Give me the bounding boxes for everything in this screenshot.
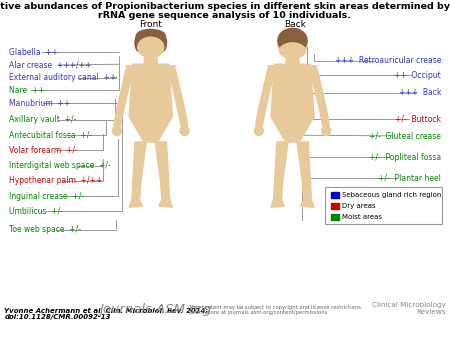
Text: +++  Retroauricular crease: +++ Retroauricular crease (335, 56, 441, 65)
Text: +++  Back: +++ Back (399, 89, 441, 97)
Polygon shape (132, 142, 148, 200)
Text: External auditory canal  ++: External auditory canal ++ (9, 73, 116, 82)
Text: +/-  Popliteal fossa: +/- Popliteal fossa (369, 153, 441, 162)
Text: Axillary vault  +/-: Axillary vault +/- (9, 116, 77, 124)
Polygon shape (271, 64, 314, 142)
Bar (331, 214, 339, 220)
Text: rRNA gene sequence analysis of 10 individuals.: rRNA gene sequence analysis of 10 indivi… (99, 11, 351, 20)
Ellipse shape (136, 29, 166, 43)
Polygon shape (295, 142, 311, 200)
Text: Sebaceous gland rich region: Sebaceous gland rich region (342, 192, 441, 198)
Text: Nare  ++: Nare ++ (9, 86, 45, 95)
Ellipse shape (180, 126, 189, 136)
Ellipse shape (138, 37, 164, 57)
Text: Toe web space  +/-: Toe web space +/- (9, 225, 81, 234)
Text: Interdigital web space  +/-: Interdigital web space +/- (9, 161, 111, 170)
Text: Hypothenar palm  +/++: Hypothenar palm +/++ (9, 176, 103, 185)
Ellipse shape (278, 32, 307, 57)
Text: Relative abundances of Propionibacterium species in different skin areas determi: Relative abundances of Propionibacterium… (0, 2, 450, 11)
Ellipse shape (278, 28, 307, 53)
Polygon shape (301, 199, 314, 207)
Polygon shape (271, 199, 284, 207)
Text: Clinical Microbiology
Reviews: Clinical Microbiology Reviews (372, 303, 446, 315)
Polygon shape (256, 68, 274, 127)
Ellipse shape (112, 126, 122, 136)
Polygon shape (114, 68, 133, 127)
Ellipse shape (322, 126, 331, 136)
Polygon shape (310, 68, 329, 127)
Text: Volar forearm  +/-: Volar forearm +/- (9, 146, 78, 154)
Polygon shape (169, 68, 188, 127)
Polygon shape (159, 199, 172, 207)
Polygon shape (153, 142, 170, 200)
Ellipse shape (136, 32, 165, 57)
Text: +/-  Gluteal crease: +/- Gluteal crease (369, 131, 441, 140)
Text: Manubrium  ++: Manubrium ++ (9, 99, 70, 107)
Text: Antecubital fossa  +/-: Antecubital fossa +/- (9, 131, 92, 140)
Polygon shape (129, 199, 143, 207)
Polygon shape (268, 66, 317, 78)
Text: Inguinal crease  +/-: Inguinal crease +/- (9, 192, 84, 200)
Text: Dry areas: Dry areas (342, 203, 376, 209)
Text: +/-  Plantar heel: +/- Plantar heel (378, 174, 441, 183)
Text: Front: Front (140, 20, 162, 29)
Text: doi:10.1128/CMR.00092-13: doi:10.1128/CMR.00092-13 (4, 314, 111, 320)
Text: Glabella  ++: Glabella ++ (9, 48, 58, 57)
Ellipse shape (279, 43, 306, 58)
Ellipse shape (158, 34, 166, 51)
Text: Alar crease  +++/++: Alar crease +++/++ (9, 61, 91, 69)
Text: This content may be subject to copyright and license restrictions.
Learn more at: This content may be subject to copyright… (189, 305, 363, 315)
Polygon shape (144, 56, 158, 64)
Text: Umbilicus  +/-: Umbilicus +/- (9, 207, 63, 216)
Polygon shape (274, 142, 290, 200)
Ellipse shape (254, 126, 263, 136)
Polygon shape (129, 64, 172, 142)
Bar (331, 192, 339, 198)
Text: ++  Occiput: ++ Occiput (394, 71, 441, 79)
Text: Back: Back (284, 20, 306, 29)
Text: Moist areas: Moist areas (342, 214, 382, 220)
Text: Yvonne Achermann et al. Clin. Microbiol. Rev. 2014;: Yvonne Achermann et al. Clin. Microbiol.… (4, 308, 209, 314)
Text: +/-  Buttock: +/- Buttock (395, 115, 441, 123)
Bar (331, 203, 339, 209)
FancyBboxPatch shape (325, 187, 442, 224)
Polygon shape (126, 66, 176, 78)
Ellipse shape (135, 34, 143, 51)
Polygon shape (286, 56, 299, 64)
Text: Journals.ASM.org: Journals.ASM.org (99, 303, 211, 316)
